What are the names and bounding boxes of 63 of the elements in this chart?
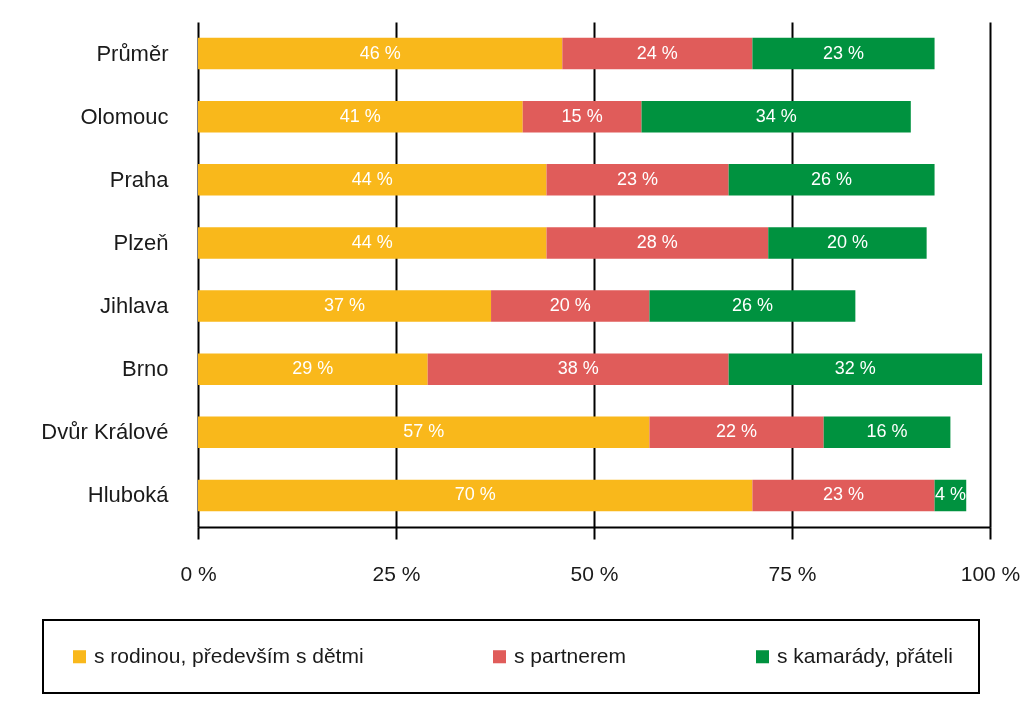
bar [752, 479, 935, 512]
data-label: 32 % [834, 358, 876, 379]
legend-label: s kamarády, přáteli [777, 643, 953, 667]
bar [728, 353, 983, 385]
y-tick-label: Průměr [96, 40, 169, 66]
bar [198, 37, 563, 70]
bar [198, 100, 523, 133]
data-label: 57 % [403, 421, 445, 442]
bar [198, 290, 492, 322]
x-tick-label: 100 % [960, 561, 1021, 585]
data-label: 23 % [617, 168, 659, 189]
x-tick-label: 25 % [372, 561, 421, 585]
bar [752, 37, 935, 70]
legend-label: s partnerem [514, 643, 627, 667]
data-label: 4 % [934, 484, 966, 505]
bar [562, 37, 753, 70]
data-label: 22 % [716, 421, 758, 442]
bar [198, 416, 650, 449]
data-label: 26 % [731, 295, 773, 316]
y-tick-label: Brno [122, 356, 169, 382]
y-tick-label: Olomouc [80, 103, 169, 129]
y-tick-label: Praha [109, 166, 170, 192]
data-label: 23 % [822, 42, 864, 63]
bar [546, 164, 729, 196]
data-label: 46 % [359, 42, 401, 63]
data-label: 44 % [351, 168, 393, 189]
data-label: 26 % [811, 168, 853, 189]
y-tick-label: Plzeň [113, 229, 169, 255]
bar [641, 100, 911, 133]
data-label: 23 % [822, 484, 864, 505]
data-label: 44 % [351, 231, 393, 252]
bar [823, 416, 951, 449]
bar [522, 100, 642, 133]
bar [728, 164, 935, 196]
data-label: 24 % [636, 42, 678, 63]
data-label: 20 % [549, 295, 591, 316]
bar [649, 416, 824, 449]
data-label: 28 % [636, 231, 678, 252]
data-label: 41 % [339, 105, 381, 126]
bar [198, 164, 547, 196]
data-label: 20 % [826, 231, 868, 252]
y-tick-label: Hluboká [87, 482, 170, 508]
y-tick-label: Dvůr Králové [41, 419, 169, 445]
x-tick-label: 50 % [570, 561, 619, 585]
y-tick-label: Jihlava [100, 293, 170, 319]
bar [768, 227, 927, 259]
data-label: 37 % [324, 295, 366, 316]
x-tick-label: 75 % [768, 561, 817, 585]
bar [198, 479, 753, 512]
data-label: 70 % [454, 484, 496, 505]
data-label: 29 % [292, 358, 334, 379]
bar [427, 353, 729, 385]
data-label: 16 % [866, 421, 908, 442]
data-label: 15 % [561, 105, 603, 126]
legend-label: s rodinou, především s dětmi [94, 643, 364, 667]
bar [198, 227, 547, 259]
bar [546, 227, 769, 259]
data-label: 34 % [755, 105, 797, 126]
x-tick-label: 0 % [180, 561, 217, 585]
bar [198, 353, 428, 385]
data-label: 38 % [557, 358, 599, 379]
bar [649, 290, 856, 322]
bar [491, 290, 650, 322]
